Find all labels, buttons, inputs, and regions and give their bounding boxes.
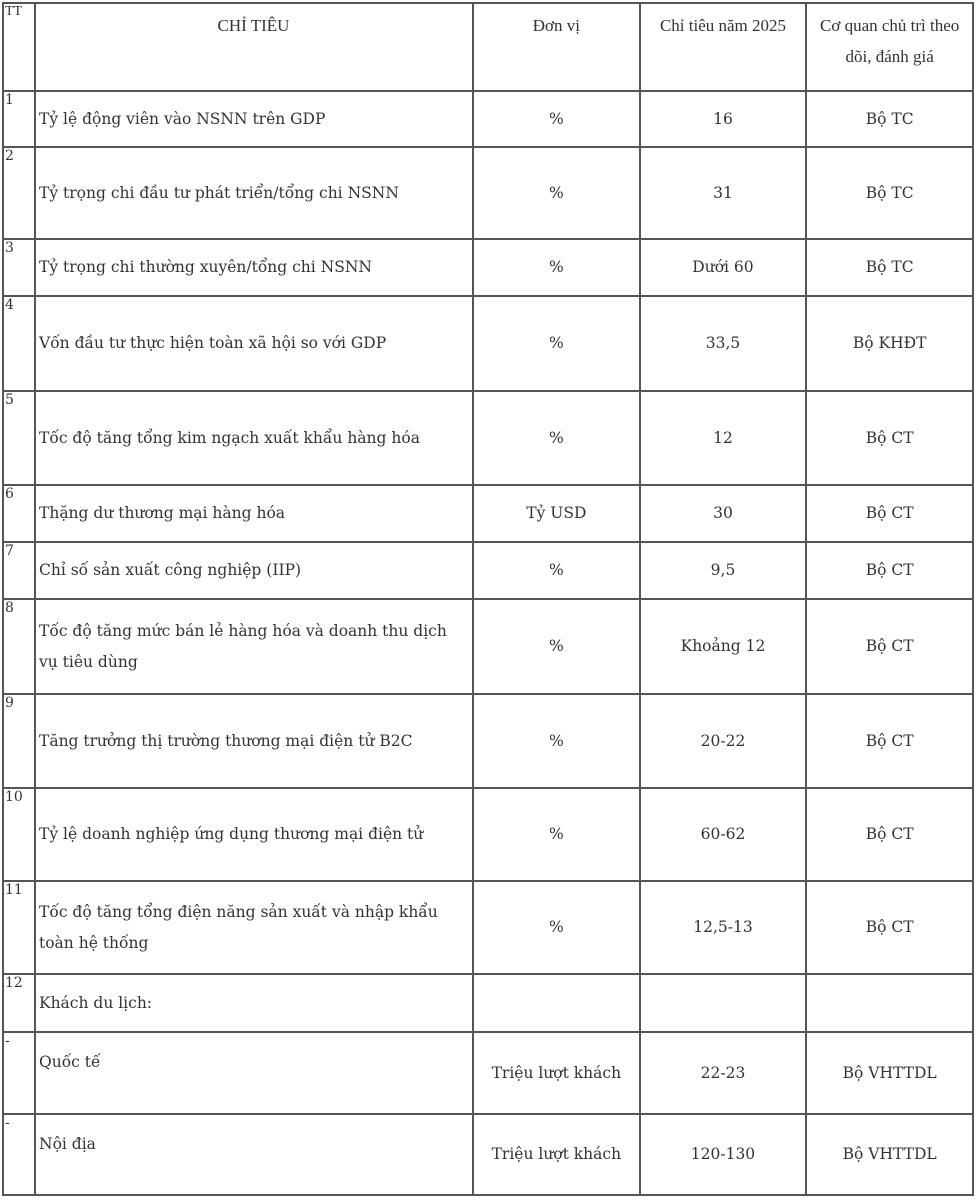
indicator-name: Tốc độ tăng tổng kim ngạch xuất khẩu hàn… <box>34 390 474 486</box>
table-row: 1 Tỷ lệ động viên vào NSNN trên GDP% 16 Bộ … <box>2 90 974 148</box>
row-number: 4 <box>2 295 36 392</box>
indicator-name: Chỉ số sản xuất công nghiệp (IIP) <box>34 541 474 600</box>
responsible-agency: Bộ CT <box>805 390 974 486</box>
table-row: - Nội địa Triệu lượt khách 120-130 Bộ VHTTDL <box>2 1113 974 1196</box>
responsible-agency: Bộ CT <box>805 541 974 600</box>
indicator-name: Khách du lịch: <box>34 973 474 1033</box>
unit: Tỷ USD <box>472 484 641 543</box>
unit: Triệu lượt khách <box>472 1031 641 1115</box>
unit: % <box>472 90 641 148</box>
indicator-name: Nội địa <box>34 1113 474 1196</box>
unit: % <box>472 238 641 297</box>
target-value: 120-130 <box>638 1113 808 1196</box>
responsible-agency: Bộ KHĐT <box>805 295 974 392</box>
table-row: 12 Khách du lịch: <box>2 973 974 1033</box>
header-tt: TT <box>2 2 36 92</box>
row-number: - <box>2 1031 36 1115</box>
target-value <box>638 973 808 1033</box>
target-value: 60-62 <box>638 787 808 882</box>
table-row: 9 Tăng trưởng thị trường thương mại điện … <box>2 693 974 789</box>
unit: % <box>472 693 641 789</box>
row-number: 6 <box>2 484 36 543</box>
table-row: 6 Thặng dư thương mại hàng hóa Tỷ USD 30 Bộ … <box>2 484 974 543</box>
responsible-agency: Bộ CT <box>805 484 974 543</box>
indicator-name: Tốc độ tăng tổng điện năng sản xuất và n… <box>34 880 474 975</box>
table-row: 11 Tốc độ tăng tổng điện năng sản xuất và… <box>2 880 974 975</box>
row-number: 8 <box>2 598 36 695</box>
indicator-name: Tỷ lệ doanh nghiệp ứng dụng thương mại đ… <box>34 787 474 882</box>
table-row: 8 Tốc độ tăng mức bán lẻ hàng hóa và doan… <box>2 598 974 695</box>
indicator-name: Tăng trưởng thị trường thương mại điện t… <box>34 693 474 789</box>
target-value: 12,5-13 <box>638 880 808 975</box>
table-row: 3 Tỷ trọng chi thường xuyên/tổng chi NSNN… <box>2 238 974 297</box>
indicator-name: Thặng dư thương mại hàng hóa <box>34 484 474 543</box>
indicator-name: Tỷ trọng chi đầu tư phát triển/tổng chi … <box>34 146 474 240</box>
unit: % <box>472 541 641 600</box>
target-value: 20-22 <box>638 693 808 789</box>
indicator-name: Vốn đầu tư thực hiện toàn xã hội so với … <box>34 295 474 392</box>
responsible-agency: Bộ TC <box>805 146 974 240</box>
unit: % <box>472 787 641 882</box>
target-value: 33,5 <box>638 295 808 392</box>
indicator-name: Quốc tế <box>34 1031 474 1115</box>
target-value: 9,5 <box>638 541 808 600</box>
row-number: 12 <box>2 973 36 1033</box>
responsible-agency: Bộ CT <box>805 598 974 695</box>
row-number: 5 <box>2 390 36 486</box>
row-number: 9 <box>2 693 36 789</box>
header-agency: Cơ quan chủ trì theo dõi, đánh giá <box>805 2 974 92</box>
row-number: 2 <box>2 146 36 240</box>
responsible-agency: Bộ CT <box>805 880 974 975</box>
target-value: 22-23 <box>638 1031 808 1115</box>
header-unit: Đơn vị <box>472 2 641 92</box>
header-name: CHỈ TIÊU <box>34 2 474 92</box>
unit <box>472 973 641 1033</box>
table-header-row: TT CHỈ TIÊU Đơn vị Chỉ tiêu năm 2025 Cơ … <box>2 2 974 92</box>
row-number: 11 <box>2 880 36 975</box>
indicator-name: Tỷ lệ động viên vào NSNN trên GDP <box>34 90 474 148</box>
row-number: 1 <box>2 90 36 148</box>
table-row: 4 Vốn đầu tư thực hiện toàn xã hội so với… <box>2 295 974 392</box>
unit: % <box>472 598 641 695</box>
unit: % <box>472 390 641 486</box>
responsible-agency: Bộ TC <box>805 238 974 297</box>
indicator-name: Tốc độ tăng mức bán lẻ hàng hóa và doanh… <box>34 598 474 695</box>
target-value: 31 <box>638 146 808 240</box>
responsible-agency: Bộ CT <box>805 787 974 882</box>
unit: % <box>472 880 641 975</box>
header-target: Chỉ tiêu năm 2025 <box>638 2 808 92</box>
target-value: Khoảng 12 <box>638 598 808 695</box>
target-value: 12 <box>638 390 808 486</box>
table-row: 2 Tỷ trọng chi đầu tư phát triển/tổng chi… <box>2 146 974 240</box>
table-body: 1 Tỷ lệ động viên vào NSNN trên GDP% 16 Bộ … <box>2 90 974 1196</box>
responsible-agency: Bộ VHTTDL <box>805 1031 974 1115</box>
unit: Triệu lượt khách <box>472 1113 641 1196</box>
responsible-agency: Bộ VHTTDL <box>805 1113 974 1196</box>
table-row: 10 Tỷ lệ doanh nghiệp ứng dụng thương mại… <box>2 787 974 882</box>
responsible-agency <box>805 973 974 1033</box>
table-row: 5 Tốc độ tăng tổng kim ngạch xuất khẩu hà… <box>2 390 974 486</box>
target-value: 30 <box>638 484 808 543</box>
target-value: 16 <box>638 90 808 148</box>
table-row: - Quốc tế Triệu lượt khách 22-23 Bộ VHTTDL <box>2 1031 974 1115</box>
unit: % <box>472 295 641 392</box>
row-number: 3 <box>2 238 36 297</box>
responsible-agency: Bộ CT <box>805 693 974 789</box>
unit: % <box>472 146 641 240</box>
table-row: 7 Chỉ số sản xuất công nghiệp (IIP)% 9,5 Bộ… <box>2 541 974 600</box>
indicator-name: Tỷ trọng chi thường xuyên/tổng chi NSNN <box>34 238 474 297</box>
row-number: - <box>2 1113 36 1196</box>
target-value: Dưới 60 <box>638 238 808 297</box>
responsible-agency: Bộ TC <box>805 90 974 148</box>
row-number: 7 <box>2 541 36 600</box>
row-number: 10 <box>2 787 36 882</box>
